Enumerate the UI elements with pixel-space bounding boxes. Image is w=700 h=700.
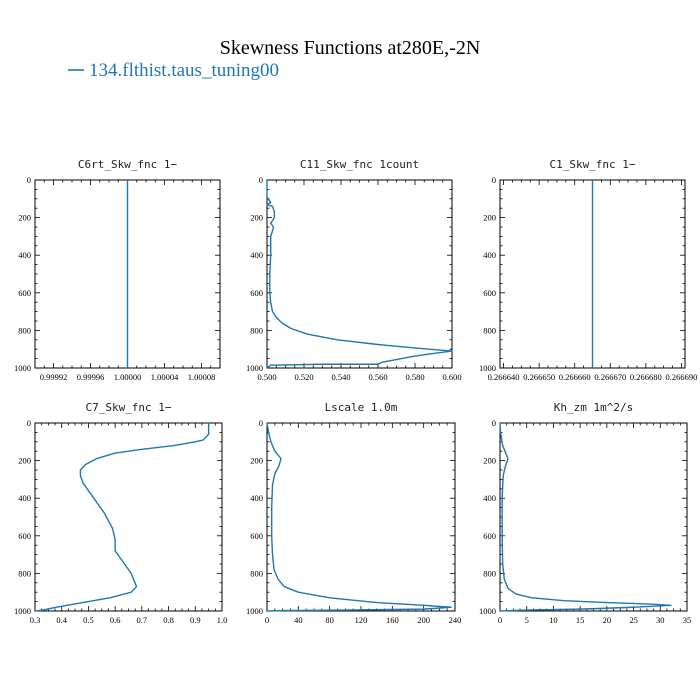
y-tick-label: 1000 — [14, 606, 31, 616]
x-tick-label: 0.540 — [331, 372, 350, 382]
x-tick-label: 20 — [603, 615, 612, 625]
y-tick-label: 400 — [250, 250, 263, 260]
x-tick-label: 160 — [386, 615, 399, 625]
x-tick-label: 0.520 — [294, 372, 313, 382]
panel-title: C7_Skw_fnc 1− — [85, 401, 171, 414]
x-tick-label: 35 — [683, 615, 692, 625]
x-tick-label: 0.6 — [110, 615, 121, 625]
x-tick-label: 0.4 — [56, 615, 67, 625]
x-tick-label: 10 — [549, 615, 558, 625]
y-tick-label: 1000 — [246, 363, 263, 373]
y-tick-label: 600 — [483, 531, 496, 541]
panel-title: Lscale 1.0m — [325, 401, 398, 414]
x-tick-label: 1.00000 — [114, 372, 142, 382]
y-tick-label: 800 — [483, 325, 496, 335]
y-tick-label: 200 — [250, 213, 263, 223]
x-tick-label: 0.600 — [442, 372, 461, 382]
series-line — [34, 423, 210, 612]
y-tick-label: 1000 — [479, 606, 496, 616]
panel-1: C6rt_Skw_fnc 1− 0 200 400 600 800 1000 0.99992 0… — [14, 158, 221, 382]
y-tick-label: 400 — [483, 250, 496, 260]
y-tick-label: 0 — [259, 418, 263, 428]
y-tick-label: 800 — [18, 568, 31, 578]
y-tick-label: 0 — [492, 175, 496, 185]
y-tick-label: 800 — [250, 325, 263, 335]
x-tick-label: 0.266650 — [523, 372, 555, 382]
y-tick-label: 1000 — [479, 363, 496, 373]
y-tick-label: 600 — [250, 531, 263, 541]
x-tick-label: 40 — [294, 615, 303, 625]
x-tick-label: 0.9 — [190, 615, 201, 625]
x-tick-label: 0.5 — [83, 615, 94, 625]
panel-title: C1_Skw_fnc 1− — [549, 158, 635, 171]
y-tick-label: 0 — [259, 175, 263, 185]
x-tick-label: 0.560 — [368, 372, 387, 382]
y-tick-label: 200 — [483, 213, 496, 223]
y-tick-label: 1000 — [14, 363, 31, 373]
x-tick-label: 0 — [265, 615, 269, 625]
x-tick-label: 0.266680 — [630, 372, 662, 382]
x-tick-label: 25 — [629, 615, 638, 625]
x-tick-label: 0.7 — [137, 615, 148, 625]
y-tick-label: 600 — [483, 288, 496, 298]
x-tick-label: 15 — [576, 615, 585, 625]
y-tick-label: 600 — [18, 531, 31, 541]
y-tick-label: 400 — [483, 493, 496, 503]
y-tick-label: 200 — [483, 456, 496, 466]
x-tick-label: 200 — [417, 615, 430, 625]
y-tick-label: 200 — [250, 456, 263, 466]
figure-title: Skewness Functions at280E,-2N — [220, 37, 481, 59]
y-tick-label: 800 — [250, 568, 263, 578]
y-tick-label: 600 — [18, 288, 31, 298]
x-tick-label: 1.00008 — [188, 372, 216, 382]
x-tick-label: 1.00004 — [151, 372, 179, 382]
panel-title: C11_Skw_fnc 1count — [300, 158, 419, 171]
x-tick-label: 120 — [355, 615, 368, 625]
x-tick-label: 5 — [525, 615, 529, 625]
x-tick-label: 0 — [498, 615, 502, 625]
y-tick-label: 1000 — [246, 606, 263, 616]
y-tick-label: 400 — [18, 493, 31, 503]
y-tick-label: 600 — [250, 288, 263, 298]
series-line — [266, 180, 453, 369]
x-tick-label: 0.266690 — [666, 372, 698, 382]
y-tick-label: 200 — [18, 213, 31, 223]
x-tick-label: 0.266640 — [488, 372, 520, 382]
y-tick-label: 0 — [492, 418, 496, 428]
x-tick-label: 0.266660 — [559, 372, 591, 382]
x-tick-label: 0.3 — [30, 615, 41, 625]
x-tick-label: 1.0 — [217, 615, 228, 625]
panel-title: Kh_zm 1m^2/s — [554, 401, 633, 414]
axes-frame — [266, 179, 453, 369]
x-tick-label: 0.99992 — [40, 372, 68, 382]
x-tick-label: 0.266670 — [594, 372, 626, 382]
y-tick-label: 0 — [27, 175, 31, 185]
legend-label: 134.flthist.taus_tuning00 — [89, 60, 279, 81]
axes-frame — [266, 422, 456, 612]
panel-2: C11_Skw_fnc 1count 0 200 400 600 800 10000.500… — [246, 158, 462, 382]
x-tick-label: 80 — [325, 615, 334, 625]
x-tick-label: 0.99996 — [77, 372, 105, 382]
x-tick-label: 0.8 — [163, 615, 174, 625]
axes-frame — [499, 422, 688, 612]
series-line — [499, 422, 672, 612]
series-line — [266, 422, 452, 612]
x-tick-label: 30 — [656, 615, 665, 625]
x-tick-label: 240 — [449, 615, 462, 625]
panel-title: C6rt_Skw_fnc 1− — [78, 158, 178, 171]
y-tick-label: 800 — [18, 325, 31, 335]
x-tick-label: 0.580 — [405, 372, 424, 382]
y-tick-label: 800 — [483, 568, 496, 578]
y-tick-label: 0 — [27, 418, 31, 428]
x-tick-label: 0.500 — [257, 372, 276, 382]
y-tick-label: 200 — [18, 456, 31, 466]
y-tick-label: 400 — [18, 250, 31, 260]
y-tick-label: 400 — [250, 493, 263, 503]
